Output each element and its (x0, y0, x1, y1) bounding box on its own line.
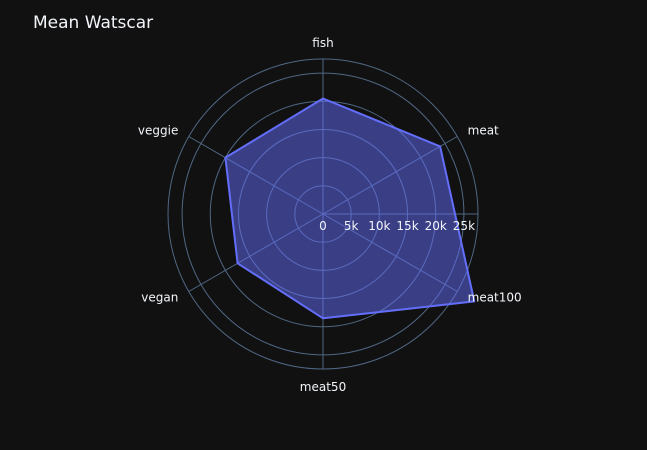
radial-tick-label: 20k (425, 219, 447, 233)
category-label: meat100 (468, 291, 522, 305)
category-label: meat50 (300, 380, 346, 394)
series-polygon (224, 97, 476, 320)
category-label: meat (468, 124, 499, 138)
chart-title: Mean Watscar (33, 13, 154, 33)
category-label: vegan (141, 291, 178, 305)
radial-tick-label: 15k (396, 219, 418, 233)
radial-tick-label: 5k (344, 219, 359, 233)
radial-tick-label: 0 (319, 219, 327, 233)
radial-tick-label: 10k (368, 219, 390, 233)
category-label: veggie (138, 124, 178, 138)
category-label: fish (312, 36, 333, 50)
radial-tick-label: 25k (453, 219, 475, 233)
